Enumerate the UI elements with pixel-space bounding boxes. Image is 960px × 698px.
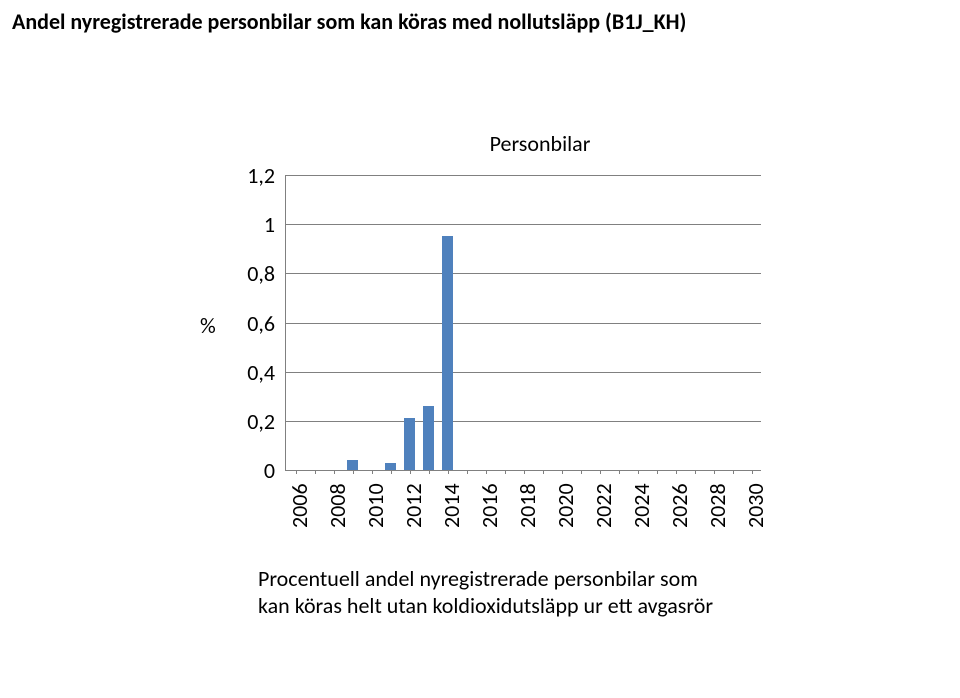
y-gridline bbox=[286, 273, 761, 274]
x-tick bbox=[600, 470, 601, 474]
y-tick-label: 0,6 bbox=[230, 310, 275, 337]
y-tick-label: 0,4 bbox=[230, 359, 275, 386]
x-tick bbox=[372, 470, 373, 474]
x-tick bbox=[391, 470, 392, 474]
x-tick bbox=[752, 470, 753, 474]
y-gridline bbox=[286, 323, 761, 324]
x-tick-label: 2028 bbox=[704, 483, 731, 528]
chart-bar bbox=[423, 406, 433, 470]
x-tick bbox=[296, 470, 297, 474]
page: Andel nyregistrerade personbilar som kan… bbox=[0, 0, 960, 698]
x-tick bbox=[353, 470, 354, 474]
x-tick-label: 2020 bbox=[552, 483, 579, 528]
x-tick-label: 2018 bbox=[514, 483, 541, 528]
y-gridline bbox=[286, 421, 761, 422]
x-tick bbox=[505, 470, 506, 474]
x-tick-label: 2030 bbox=[742, 483, 769, 528]
x-tick bbox=[657, 470, 658, 474]
page-title: Andel nyregistrerade personbilar som kan… bbox=[12, 8, 686, 35]
x-tick bbox=[486, 470, 487, 474]
chart-bar bbox=[442, 236, 452, 470]
footnote: Procentuell andel nyregistrerade personb… bbox=[258, 565, 713, 619]
y-axis-label: % bbox=[200, 312, 216, 339]
chart-bar bbox=[385, 463, 395, 470]
y-tick-label: 1 bbox=[230, 211, 275, 238]
x-tick bbox=[562, 470, 563, 474]
y-tick-label: 0 bbox=[230, 457, 275, 484]
x-tick bbox=[695, 470, 696, 474]
x-tick-label: 2010 bbox=[362, 483, 389, 528]
x-tick-label: 2012 bbox=[400, 483, 427, 528]
x-tick bbox=[524, 470, 525, 474]
x-tick bbox=[410, 470, 411, 474]
x-tick bbox=[714, 470, 715, 474]
x-tick bbox=[315, 470, 316, 474]
x-tick bbox=[581, 470, 582, 474]
x-tick-label: 2022 bbox=[590, 483, 617, 528]
chart-bar bbox=[404, 418, 414, 470]
x-tick-label: 2024 bbox=[628, 483, 655, 528]
x-tick-label: 2008 bbox=[324, 483, 351, 528]
x-tick-label: 2026 bbox=[666, 483, 693, 528]
y-tick-label: 1,2 bbox=[230, 162, 275, 189]
x-tick bbox=[334, 470, 335, 474]
y-tick-label: 0,8 bbox=[230, 260, 275, 287]
x-tick-label: 2016 bbox=[476, 483, 503, 528]
x-tick bbox=[467, 470, 468, 474]
chart-title: Personbilar bbox=[430, 130, 650, 157]
x-tick bbox=[429, 470, 430, 474]
y-tick-label: 0,2 bbox=[230, 408, 275, 435]
y-gridline bbox=[286, 175, 761, 176]
x-tick bbox=[619, 470, 620, 474]
footnote-line-2: kan köras helt utan koldioxidutsläpp ur … bbox=[258, 592, 713, 619]
x-tick bbox=[543, 470, 544, 474]
x-tick-label: 2006 bbox=[286, 483, 313, 528]
x-tick bbox=[676, 470, 677, 474]
chart-bar bbox=[347, 460, 357, 470]
x-tick-label: 2014 bbox=[438, 483, 465, 528]
chart-plot-area bbox=[285, 175, 761, 471]
footnote-line-1: Procentuell andel nyregistrerade personb… bbox=[258, 565, 713, 592]
x-tick bbox=[638, 470, 639, 474]
y-gridline bbox=[286, 224, 761, 225]
y-gridline bbox=[286, 372, 761, 373]
x-tick bbox=[733, 470, 734, 474]
x-tick bbox=[448, 470, 449, 474]
